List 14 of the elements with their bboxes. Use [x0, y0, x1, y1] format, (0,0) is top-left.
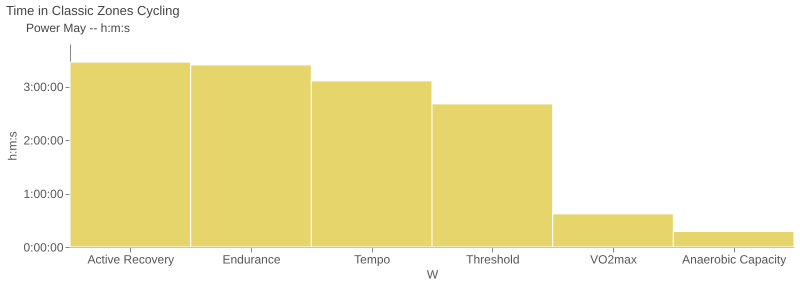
x-tick-label: Active Recovery: [87, 252, 174, 266]
x-axis-title: W: [426, 268, 439, 282]
chart-title: Time in Classic Zones Cycling: [6, 3, 180, 18]
text: Power May -- h:m:s: [26, 21, 130, 35]
y-axis-title: h:m:s: [5, 131, 20, 161]
x-tick-label: Endurance: [222, 252, 281, 266]
y-tick-label: 3:00:00: [23, 80, 64, 94]
x-tick-label: Threshold: [466, 252, 520, 266]
y-tick-label: 0:00:00: [23, 240, 64, 254]
x-tick-label: Tempo: [354, 252, 390, 266]
y-tick-label: 1:00:00: [23, 187, 64, 202]
x-tick-label: Anaerobic Capacity: [682, 252, 786, 266]
y-tick-label: 2:00:00: [23, 134, 64, 148]
x-tick-label: VO2max: [590, 252, 637, 266]
